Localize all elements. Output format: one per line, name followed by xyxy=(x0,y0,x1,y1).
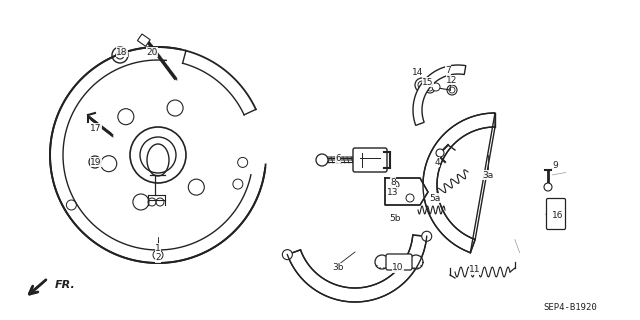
Text: 3a: 3a xyxy=(483,171,493,180)
Text: 9: 9 xyxy=(552,161,558,170)
Text: 6: 6 xyxy=(335,154,341,163)
Text: 11: 11 xyxy=(469,266,481,275)
Text: 14: 14 xyxy=(412,68,424,76)
Text: 13: 13 xyxy=(387,188,399,196)
Text: 12: 12 xyxy=(446,76,458,84)
Text: SEP4-B1920: SEP4-B1920 xyxy=(543,303,597,313)
Circle shape xyxy=(316,154,328,166)
Text: 15: 15 xyxy=(422,77,434,86)
FancyBboxPatch shape xyxy=(353,148,387,172)
Text: 20: 20 xyxy=(147,47,157,57)
Circle shape xyxy=(391,181,399,189)
Circle shape xyxy=(375,255,389,269)
Polygon shape xyxy=(385,178,428,205)
Polygon shape xyxy=(287,235,427,302)
Text: 4: 4 xyxy=(434,157,440,166)
Circle shape xyxy=(544,183,552,191)
Text: 3b: 3b xyxy=(332,263,344,273)
FancyBboxPatch shape xyxy=(386,254,412,270)
Circle shape xyxy=(167,100,183,116)
Text: 5a: 5a xyxy=(429,194,440,203)
Text: FR.: FR. xyxy=(55,280,76,290)
Circle shape xyxy=(118,109,134,125)
Text: 1: 1 xyxy=(155,244,161,252)
Text: 18: 18 xyxy=(116,47,128,57)
Text: 17: 17 xyxy=(90,124,102,132)
Circle shape xyxy=(425,83,435,93)
Text: 8: 8 xyxy=(390,178,396,187)
Circle shape xyxy=(436,149,444,157)
Circle shape xyxy=(447,85,457,95)
Text: 16: 16 xyxy=(552,211,564,220)
Text: 5b: 5b xyxy=(389,213,401,222)
Text: 10: 10 xyxy=(392,263,404,273)
Circle shape xyxy=(422,231,432,241)
Circle shape xyxy=(406,194,414,202)
Circle shape xyxy=(100,156,116,172)
Bar xyxy=(138,34,150,46)
Circle shape xyxy=(188,179,204,195)
Text: 7: 7 xyxy=(445,66,451,75)
Circle shape xyxy=(282,250,292,260)
Circle shape xyxy=(409,255,423,269)
Polygon shape xyxy=(423,113,495,253)
Polygon shape xyxy=(413,65,466,125)
Text: 19: 19 xyxy=(90,157,102,166)
Circle shape xyxy=(133,194,149,210)
Circle shape xyxy=(432,83,440,91)
Text: 2: 2 xyxy=(155,253,161,262)
Circle shape xyxy=(415,78,429,92)
FancyBboxPatch shape xyxy=(547,198,566,229)
